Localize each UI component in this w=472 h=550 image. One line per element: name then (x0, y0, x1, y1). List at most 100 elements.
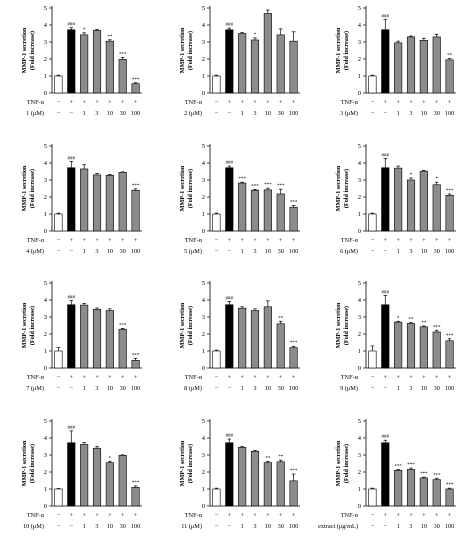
tnf-mark: + (422, 374, 426, 381)
dose-label: 1 (83, 523, 86, 530)
y-tick-label: 0 (358, 90, 361, 97)
y-tick-label: 4 (44, 297, 48, 304)
bar (381, 167, 390, 232)
bar (263, 13, 272, 94)
bar (225, 29, 234, 94)
dose-label: 1 (83, 385, 86, 392)
bar (250, 310, 260, 369)
significance-label: *** (433, 473, 441, 478)
y-tick-label: 4 (202, 435, 206, 442)
dose-label: 3 (253, 110, 256, 117)
significance-label: * (83, 28, 86, 33)
y-axis-label: MMP-1 secretion (335, 440, 342, 486)
significance-label: * (397, 316, 400, 321)
significance-label: ### (226, 296, 234, 301)
tnf-mark: − (215, 99, 219, 106)
y-tick-label: 4 (358, 22, 362, 29)
bar (368, 488, 377, 507)
bar (212, 488, 221, 507)
bar (225, 442, 234, 507)
bar (225, 304, 234, 369)
dose-label: 1 (241, 110, 244, 117)
significance-label: ** (265, 456, 271, 461)
y-tick-label: 1 (44, 211, 47, 218)
bar (276, 34, 285, 94)
panel-1: MMP-1 secretion (Fold increase) 0 1 2 3 4 5 ### *… (21, 5, 142, 117)
bar (406, 323, 416, 369)
tnf-mark: + (396, 99, 400, 106)
bar (368, 350, 377, 369)
bar (394, 321, 403, 369)
bar (419, 170, 428, 232)
significance-label: *** (132, 353, 140, 358)
bar (80, 304, 89, 369)
dose-label: 100 (289, 385, 298, 392)
bar (54, 350, 63, 369)
y-tick-label: 3 (358, 177, 361, 184)
y-tick-label: 4 (44, 160, 48, 167)
dose-label: 1 (397, 385, 400, 392)
significance-label: * (109, 456, 112, 461)
y-tick-label: 2 (44, 56, 47, 63)
significance-label: *** (119, 52, 127, 57)
compound-row-label: 5 (μM) (184, 248, 202, 255)
dose-label: 10 (421, 385, 427, 392)
dose-label: − (228, 110, 232, 117)
y-tick-label: 5 (358, 418, 361, 425)
dose-label: 1 (397, 523, 400, 530)
tnf-mark: + (292, 99, 296, 106)
y-axis-label: MMP-1 secretion (179, 440, 186, 486)
compound-row-label: 2 (μM) (184, 110, 202, 117)
dose-label: − (70, 385, 74, 392)
tnf-row-label: TNF-α (185, 237, 203, 244)
significance-label: *** (446, 483, 454, 488)
tnf-mark: + (240, 99, 244, 106)
y-tick-label: 4 (202, 160, 206, 167)
tnf-mark: + (448, 237, 452, 244)
tnf-mark: + (292, 512, 296, 519)
y-tick-label: 5 (44, 418, 47, 425)
significance-label: ### (68, 296, 76, 301)
bar (238, 33, 247, 94)
y-tick-label: 0 (202, 503, 205, 510)
significance-label: *** (407, 463, 415, 468)
tnf-mark: + (409, 237, 413, 244)
compound-row-label: 7 (μM) (26, 385, 44, 392)
tnf-row-label: TNF-α (27, 374, 45, 381)
y-tick-label: 1 (358, 348, 361, 355)
dose-label: 3 (409, 385, 412, 392)
y-axis-label: MMP-1 secretion (21, 165, 28, 211)
significance-label: ### (68, 156, 76, 161)
y-axis-label-unit: (Fold increase) (343, 31, 350, 70)
dose-label: 100 (131, 523, 140, 530)
tnf-mark: + (384, 512, 388, 519)
panel-6: MMP-1 secretion (Fold increase) 0 1 2 3 4 5 ### *… (335, 143, 456, 255)
tnf-mark: + (422, 237, 426, 244)
y-tick-label: 4 (358, 160, 362, 167)
compound-row-label: 10 (μM) (23, 523, 44, 530)
tnf-mark: − (215, 512, 219, 519)
y-tick-label: 4 (358, 435, 362, 442)
y-tick-label: 4 (44, 22, 48, 29)
tnf-row-label: TNF-α (341, 374, 359, 381)
significance-label: ** (447, 53, 453, 58)
tnf-mark: − (371, 237, 375, 244)
panel-11: MMP-1 secretion (Fold increase) 0 1 2 3 4 5 ### *… (179, 418, 300, 530)
significance-label: *** (290, 201, 298, 206)
y-tick-label: 0 (358, 503, 361, 510)
y-axis-label-unit: (Fold increase) (29, 169, 36, 208)
y-axis-label: MMP-1 secretion (179, 165, 186, 211)
bar (118, 455, 127, 507)
y-tick-label: 2 (202, 469, 205, 476)
bar (406, 36, 416, 94)
bar (263, 462, 272, 507)
bar (92, 447, 102, 507)
tnf-mark: + (448, 99, 452, 106)
y-tick-label: 1 (202, 486, 205, 493)
tnf-mark: + (384, 99, 388, 106)
dose-label: 30 (120, 523, 126, 530)
y-axis-label-unit: (Fold increase) (187, 306, 194, 345)
bar (394, 469, 403, 507)
tnf-mark: + (82, 374, 86, 381)
significance-label: ### (226, 161, 234, 166)
